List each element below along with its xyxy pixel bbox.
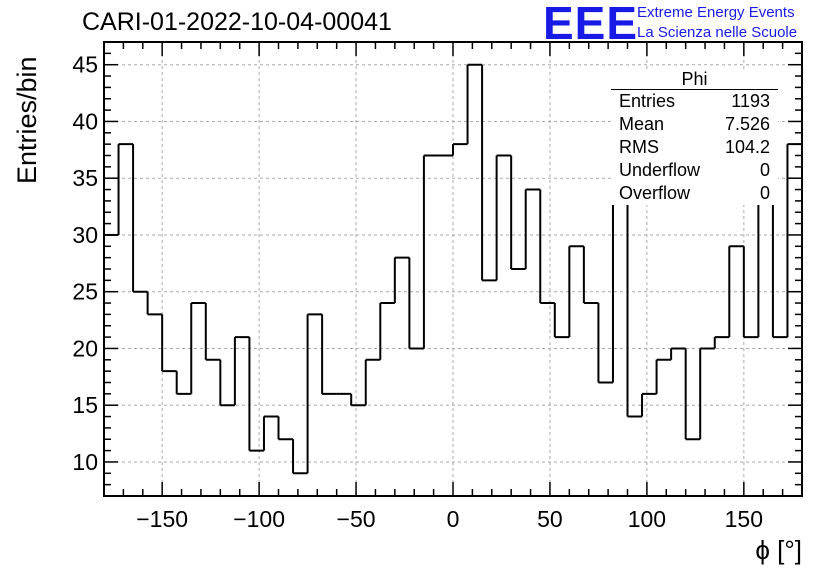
y-tick-label: 25 [72,279,98,305]
stats-value: 1193 [731,91,770,111]
histogram-bin [306,313,323,474]
histogram-bin [321,314,337,395]
histogram-bin [481,64,497,282]
stats-label: Underflow [619,160,701,180]
histogram-bin [626,189,643,418]
histogram-bin [146,291,163,316]
stats-label: Entries [619,91,676,111]
histogram-bin [393,256,410,304]
histogram-bin [670,347,686,360]
histogram-bin [713,336,730,349]
y-tick-label: 45 [72,52,98,78]
stats-row-mean: Mean 7.526 [611,113,778,136]
stats-title: Phi [611,69,778,90]
x-tick-label: 150 [725,506,763,532]
histogram-bin [742,246,759,339]
y-axis-label: Entries/bin [12,56,42,184]
y-tick-label: 20 [72,335,98,361]
eee-logo: EEE [543,0,639,49]
x-tick-label: 100 [628,506,666,532]
chart-title: CARI-01-2022-10-04-00041 [82,8,392,36]
brand-line-2: La Scienza nelle Scuole [637,24,798,41]
histogram-bin [597,303,613,384]
y-tick-label: 40 [72,108,98,134]
histogram-bin [466,63,483,145]
stats-value: 0 [759,160,770,180]
histogram-bin [510,155,526,270]
stats-value: 7.526 [724,114,770,134]
stats-row-overflow: Overflow 0 [611,182,778,205]
histogram-bin [452,143,468,156]
y-tick-label: 10 [72,449,98,475]
histogram-bin [204,303,221,361]
histogram-bin [219,359,235,407]
histogram-bin [190,302,206,394]
y-tick-label: 15 [72,392,98,418]
brand-line-1: Extreme Energy Events [637,4,795,21]
histogram-bin [408,257,424,350]
histogram-bin [495,154,512,281]
histogram-bin [655,358,672,394]
histogram-bin [117,143,134,235]
histogram-bin [350,393,366,407]
y-tick-label: 35 [72,165,98,191]
histogram-bin [611,188,628,383]
x-tick-label: −100 [233,506,285,532]
stats-row-rms: RMS 104.2 [611,136,778,159]
stats-value: 104.2 [724,137,770,157]
histogram-bin [233,336,250,406]
x-tick-label: 50 [537,506,563,532]
histogram-bin [277,416,294,441]
histogram-bin [175,371,192,395]
histogram-bin [379,302,395,360]
histogram-bin [582,246,599,305]
stats-label: Mean [619,114,665,134]
histogram-bin [161,314,177,373]
histogram-bin [132,144,148,293]
histogram-bin [262,415,279,451]
histogram-bin [524,188,541,269]
histogram-bin [728,245,744,338]
histogram-bin [699,347,715,440]
y-tick-label: 30 [72,222,98,248]
stats-label: Overflow [619,183,691,203]
histogram-bin [553,303,570,339]
x-tick-label: −150 [136,506,188,532]
histogram-bin [786,143,802,338]
x-axis-label: ϕ [°] [755,535,802,565]
histogram-bin [568,245,584,338]
stats-row-underflow: Underflow 0 [611,159,778,182]
histogram-bin [684,348,701,441]
histogram-bin [248,337,264,452]
histogram-bin [364,358,381,406]
x-tick-label: 0 [447,506,460,532]
x-tick-label: −50 [337,506,376,532]
histogram-bin [539,189,555,305]
stats-value: 0 [759,183,770,203]
stats-box: Phi Entries 1193 Mean 7.526 RMS 104.2 Un… [611,69,778,205]
histogram-bin [292,439,308,475]
histogram-bin [422,154,439,349]
stats-row-entries: Entries 1193 [611,90,778,113]
stats-label: RMS [619,137,659,157]
histogram-bin [641,392,657,417]
